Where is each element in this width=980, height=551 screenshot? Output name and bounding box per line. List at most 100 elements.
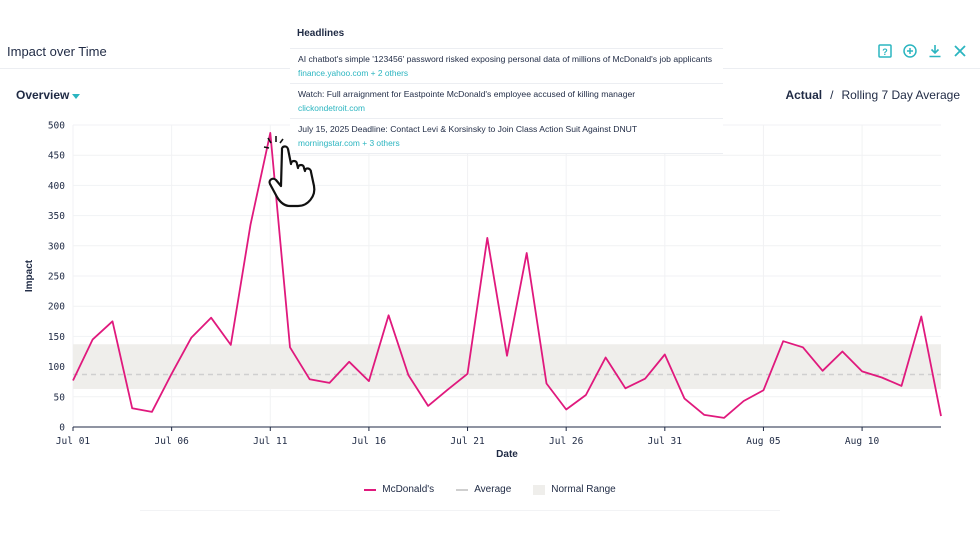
data-point[interactable]	[208, 315, 214, 321]
data-point[interactable]	[346, 359, 352, 365]
data-point[interactable]	[484, 235, 490, 241]
data-point[interactable]	[800, 344, 806, 350]
download-icon[interactable]	[927, 42, 943, 60]
data-point[interactable]	[859, 368, 865, 374]
pointer-hand-icon	[263, 136, 316, 208]
data-point[interactable]	[129, 405, 135, 411]
data-point[interactable]	[642, 376, 648, 382]
headline-item[interactable]: Watch: Full arraignment for Eastpointe M…	[290, 83, 723, 118]
data-point[interactable]	[879, 374, 885, 380]
data-point[interactable]	[622, 385, 628, 391]
footer-divider	[140, 510, 780, 511]
data-point[interactable]	[682, 396, 688, 402]
data-point[interactable]	[366, 378, 372, 384]
headline-item[interactable]: July 15, 2025 Deadline: Contact Levi & K…	[290, 118, 723, 154]
y-axis-title: Impact	[24, 259, 35, 292]
data-point[interactable]	[267, 130, 273, 136]
data-point[interactable]	[839, 349, 845, 355]
data-point[interactable]	[307, 376, 313, 382]
x-tick-label: Jul 31	[648, 436, 683, 447]
legend-item-normal-range[interactable]: Normal Range	[533, 484, 616, 495]
data-point[interactable]	[760, 387, 766, 393]
legend-item-mcdonalds[interactable]: McDonald's	[364, 484, 434, 495]
data-point[interactable]	[524, 250, 530, 256]
legend-swatch-line	[364, 488, 377, 491]
chevron-down-icon	[72, 93, 81, 99]
x-tick-label: Aug 10	[845, 436, 880, 447]
y-tick-label: 50	[54, 392, 66, 403]
y-tick-label: 400	[48, 181, 65, 192]
data-point[interactable]	[287, 344, 293, 350]
y-tick-label: 200	[48, 302, 65, 313]
data-point[interactable]	[169, 371, 175, 377]
headline-item[interactable]: AI chatbot's simple '123456' password ri…	[290, 48, 723, 83]
data-point[interactable]	[583, 392, 589, 398]
mode-rolling-button[interactable]: Rolling 7 Day Average	[841, 88, 960, 102]
data-point[interactable]	[741, 398, 747, 404]
data-point[interactable]	[543, 381, 549, 387]
headline-text: AI chatbot's simple '123456' password ri…	[298, 54, 713, 64]
data-point[interactable]	[70, 377, 76, 383]
x-tick-label: Jul 06	[154, 436, 189, 447]
add-circle-icon[interactable]	[902, 42, 918, 60]
data-point[interactable]	[938, 413, 944, 419]
svg-text:?: ?	[882, 47, 888, 57]
data-point[interactable]	[918, 313, 924, 319]
data-point[interactable]	[109, 318, 115, 324]
data-point[interactable]	[899, 383, 905, 389]
close-icon[interactable]	[952, 42, 968, 60]
data-point[interactable]	[228, 342, 234, 348]
legend-swatch-dash	[456, 488, 469, 491]
legend-label: Average	[474, 484, 512, 495]
help-icon[interactable]: ?	[877, 42, 893, 60]
data-point[interactable]	[721, 415, 727, 421]
data-point[interactable]	[780, 338, 786, 344]
y-tick-label: 500	[48, 121, 65, 132]
data-point[interactable]	[465, 371, 471, 377]
axes: 0 50 100 150 200 250 300 350 400 450 500 Jul 01 Jul …	[48, 121, 941, 447]
headline-text: Watch: Full arraignment for Eastpointe M…	[298, 89, 636, 99]
headlines-title: Headlines	[297, 28, 345, 39]
data-point[interactable]	[149, 409, 155, 415]
x-tick-label: Jul 01	[56, 436, 91, 447]
x-tick-label: Jul 26	[549, 436, 584, 447]
overview-dropdown[interactable]: Overview	[16, 88, 81, 102]
data-point[interactable]	[326, 380, 332, 386]
data-point[interactable]	[90, 336, 96, 342]
y-tick-label: 150	[48, 332, 65, 343]
y-tick-label: 0	[59, 423, 65, 434]
overview-label: Overview	[16, 88, 70, 102]
data-point[interactable]	[563, 406, 569, 412]
headline-source-link[interactable]: morningstar.com + 3 others	[298, 138, 400, 148]
headlines-panel: Headlines AI chatbot's simple '123456' p…	[290, 24, 723, 154]
page-title: Impact over Time	[7, 44, 107, 59]
mode-separator: /	[830, 88, 834, 102]
mode-toggle: Actual / Rolling 7 Day Average	[785, 88, 960, 102]
headline-source-link[interactable]: clickondetroit.com	[298, 103, 366, 113]
data-point[interactable]	[188, 335, 194, 341]
data-point[interactable]	[701, 412, 707, 418]
series-line-mcdonalds[interactable]	[72, 131, 942, 419]
x-tick-label: Jul 21	[450, 436, 485, 447]
data-point[interactable]	[603, 355, 609, 361]
data-point[interactable]	[504, 353, 510, 359]
x-tick-label: Aug 05	[746, 436, 780, 447]
legend-label: Normal Range	[551, 484, 616, 495]
data-point[interactable]	[386, 312, 392, 318]
data-point[interactable]	[445, 387, 451, 393]
x-axis-title: Date	[496, 449, 518, 460]
legend-swatch-box	[533, 484, 546, 495]
legend-item-average[interactable]: Average	[456, 484, 511, 495]
headline-text: July 15, 2025 Deadline: Contact Levi & K…	[298, 124, 638, 134]
data-point[interactable]	[820, 368, 826, 374]
y-tick-label: 450	[48, 151, 65, 162]
data-point[interactable]	[405, 372, 411, 378]
data-point[interactable]	[425, 403, 431, 409]
mode-actual-button[interactable]: Actual	[785, 88, 823, 102]
data-point[interactable]	[662, 352, 668, 358]
headline-source-link[interactable]: finance.yahoo.com + 2 others	[298, 68, 409, 78]
data-point[interactable]	[248, 222, 254, 228]
x-tick-label: Jul 11	[253, 436, 288, 447]
